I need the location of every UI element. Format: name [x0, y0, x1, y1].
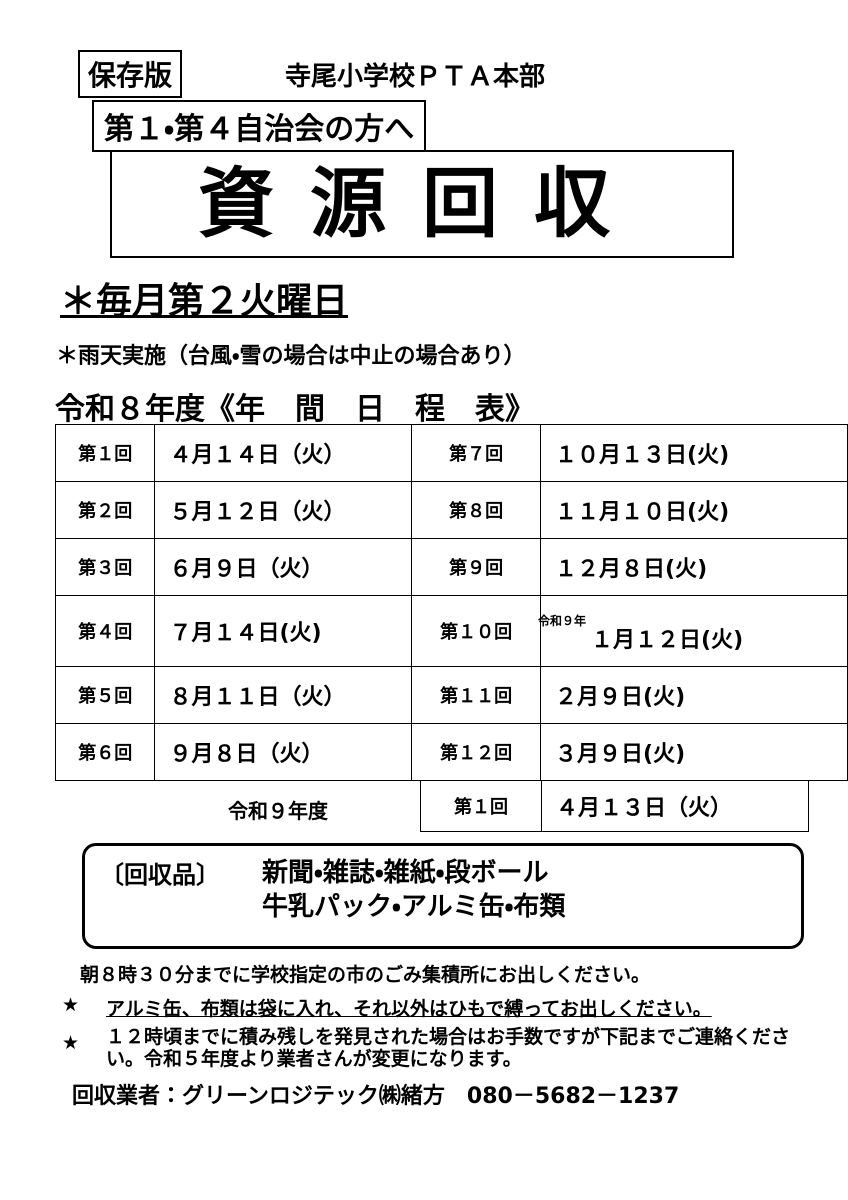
audience: 第１・第４自治会の方へ: [92, 100, 427, 152]
schedule-table: 第１回 ４月１４日（火） 第７回 １０月１３日(火) 第２回 ５月１２日（火） 第８回 １１月…: [54, 424, 848, 781]
table-title: 令和８年度《年 間 日 程 表》: [55, 392, 535, 427]
round-cell: 第２回: [54, 481, 156, 539]
bullet-text: １２時頃までに積み残しを発見された場合はお手数ですが下記までご連絡ください。令和…: [106, 1026, 791, 1070]
contractor: 回収業者：グリーンロジテック㈱緒方 080－5682－1237: [72, 1084, 680, 1109]
items-line: 新聞・雑誌・雑紙・段ボール: [262, 858, 549, 888]
items-line: 牛乳パック・アルミ缶・布類: [262, 892, 566, 922]
round-cell: 第１１回: [411, 666, 542, 724]
round-cell: 第９回: [411, 538, 542, 596]
table-row: 第１回 ４月１４日（火） 第７回 １０月１３日(火): [54, 424, 848, 482]
table-row: 第５回 ８月１１日（火） 第１１回 ２月９日(火): [54, 666, 848, 724]
date-cell: ２月９日(火): [540, 666, 848, 724]
date-cell: ９月８日（火）: [154, 723, 413, 781]
next-year-table: 第１回 ４月１３日（火）: [420, 780, 809, 832]
title-box: 資源回収: [110, 150, 734, 258]
date-cell: １０月１３日(火): [540, 424, 848, 482]
date: ４月１３日（火）: [541, 780, 809, 832]
date-cell: ５月１２日（火）: [154, 481, 413, 539]
round-cell: 第７回: [411, 424, 542, 482]
round: 第１回: [420, 780, 542, 832]
date-cell: １月１２日(火): [540, 595, 848, 667]
table-row: 第３回 ６月９日（火） 第９回 １２月８日(火): [54, 538, 848, 596]
items-box: [82, 843, 804, 949]
table-row: 第６回 ９月８日（火） 第１２回 ３月９日(火): [54, 723, 848, 781]
year-note: 令和９年: [538, 614, 587, 628]
title: 資源回収: [198, 159, 646, 248]
date-cell: ６月９日（火）: [154, 538, 413, 596]
date-cell: １２月８日(火): [540, 538, 848, 596]
round-cell: 第１０回: [411, 595, 542, 667]
round-cell: 第１２回: [411, 723, 542, 781]
rain-note: ＊雨天実施（台風・雪の場合は中止の場合あり）: [56, 344, 526, 369]
items-label: 〔回収品〕: [100, 861, 220, 889]
round-cell: 第６回: [54, 723, 156, 781]
date-cell: ３月９日(火): [540, 723, 848, 781]
organization: 寺尾小学校ＰＴＡ本部: [285, 62, 546, 92]
instruction: 朝８時３０分までに学校指定の市のごみ集積所にお出しください。: [80, 964, 651, 986]
round-cell: 第８回: [411, 481, 542, 539]
date-cell: ４月１４日（火）: [154, 424, 413, 482]
date-cell: ７月１４日(火): [154, 595, 413, 667]
bullet-marker: ★: [62, 1032, 80, 1054]
table-row: 第２回 ５月１２日（火） 第８回 １１月１０日(火): [54, 481, 848, 539]
next-year-label: 令和９年度: [228, 799, 328, 823]
table-row: 第４回 ７月１４日(火) 第１０回 １月１２日(火): [54, 595, 848, 667]
round-cell: 第３回: [54, 538, 156, 596]
round-cell: 第４回: [54, 595, 156, 667]
round-cell: 第５回: [54, 666, 156, 724]
bullet-marker: ★: [62, 994, 80, 1016]
date-cell: ８月１１日（火）: [154, 666, 413, 724]
badge: 保存版: [78, 50, 183, 98]
date-cell: １１月１０日(火): [540, 481, 848, 539]
round-cell: 第１回: [54, 424, 156, 482]
bullet-text: アルミ缶、布類は袋に入れ、それ以外はひもで縛ってお出しください。: [106, 998, 712, 1020]
schedule-rule: ＊毎月第２火曜日: [60, 281, 349, 322]
